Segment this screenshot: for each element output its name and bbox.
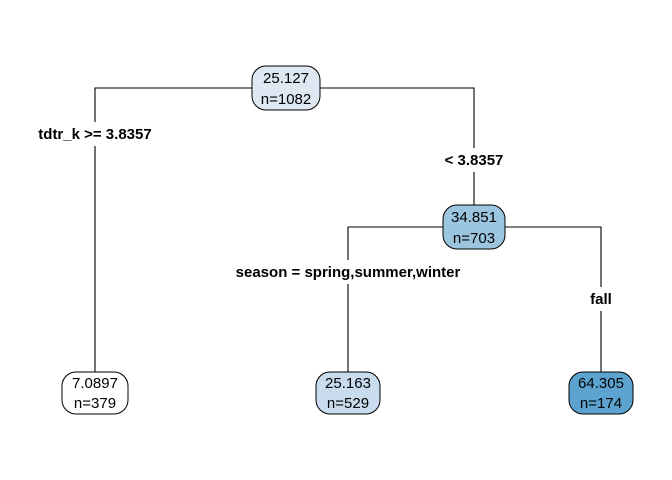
- edge-root-to-left-leaf: [94, 87, 252, 372]
- node-value-right-right-leaf: 64.305: [578, 375, 624, 392]
- node-box-right-right-leaf: [568, 371, 634, 415]
- edge-root-to-right-split: [320, 87, 475, 205]
- tree-node-root: 25.127 n=1082: [251, 65, 321, 111]
- edge-split-to-right-right-leaf: [504, 226, 602, 372]
- node-box-left-leaf: [61, 371, 129, 415]
- node-box-right-split: [442, 204, 506, 250]
- node-count-right-right-leaf: n=174: [580, 395, 622, 412]
- split-label-root-left: tdtr_k >= 3.8357: [38, 126, 151, 143]
- node-count-root: n=1082: [261, 91, 311, 108]
- split-label-split-left: season = spring,summer,winter: [236, 264, 461, 281]
- node-count-right-left-leaf: n=529: [327, 395, 369, 412]
- split-label-split-right: fall: [590, 291, 612, 308]
- tree-node-right-left-leaf: 25.163 n=529: [315, 371, 381, 415]
- edge-split-to-right-left-leaf: [347, 226, 445, 372]
- tree-edges: [94, 87, 602, 372]
- tree-node-left-leaf: 7.0897 n=379: [61, 371, 129, 415]
- node-value-right-left-leaf: 25.163: [325, 375, 371, 392]
- tree-node-right-right-leaf: 64.305 n=174: [568, 371, 634, 415]
- node-box-right-left-leaf: [315, 371, 381, 415]
- node-value-right-split: 34.851: [451, 209, 497, 226]
- node-count-right-split: n=703: [453, 230, 495, 247]
- node-count-left-leaf: n=379: [74, 395, 116, 412]
- node-value-left-leaf: 7.0897: [72, 375, 118, 392]
- node-value-root: 25.127: [263, 70, 309, 87]
- split-labels: tdtr_k >= 3.8357 < 3.8357 season = sprin…: [30, 122, 618, 311]
- split-label-root-right: < 3.8357: [445, 152, 504, 169]
- tree-node-right-split: 34.851 n=703: [442, 204, 506, 250]
- node-box-root: [251, 65, 321, 111]
